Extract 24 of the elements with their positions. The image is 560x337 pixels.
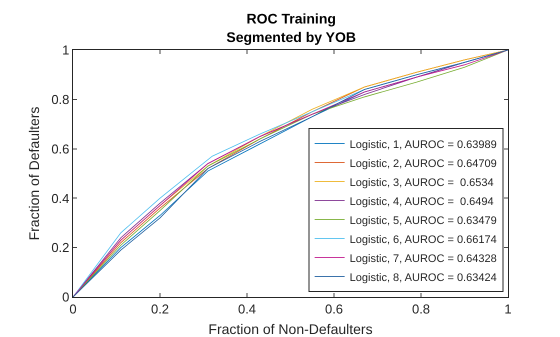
x-tick-label: 0.2 (150, 302, 170, 317)
line-series (73, 50, 508, 297)
legend-label: Logistic, 5, AUROC = 0.63479 (350, 214, 497, 227)
chart-subtitle: Segmented by YOB (226, 28, 356, 45)
y-tick-label: 1 (62, 42, 70, 58)
legend-label: Logistic, 4, AUROC = 0.6494 (350, 196, 494, 208)
y-tick-label: 0.8 (51, 92, 70, 107)
y-axis-title: Fraction of Defaulters (26, 106, 42, 240)
x-tick-label: 0.4 (238, 302, 256, 317)
legend-label: Logistic, 8, AUROC = 0.63424 (350, 272, 497, 284)
y-tick-label: 0 (62, 290, 70, 305)
chart-title: ROC Training (246, 10, 336, 27)
x-tick-label: 0.6 (324, 302, 344, 317)
legend-label: Logistic, 3, AUROC = 0.6534 (350, 176, 494, 189)
legend-label: Logistic, 1, AUROC = 0.63989 (350, 138, 497, 151)
legend-label: Logistic, 6, AUROC = 0.66174 (350, 234, 497, 246)
x-tick-label: 0.8 (412, 302, 430, 317)
y-tick-label: 0.4 (51, 190, 70, 206)
legend-label: Logistic, 2, AUROC = 0.64709 (350, 158, 497, 170)
x-tick-label: 1 (504, 302, 512, 317)
legend-label: Logistic, 7, AUROC = 0.64328 (350, 252, 497, 265)
x-axis-title: Fraction of Non-Defaulters (208, 321, 373, 337)
y-tick-label: 0.2 (51, 240, 70, 256)
y-tick-label: 0.6 (51, 141, 70, 156)
